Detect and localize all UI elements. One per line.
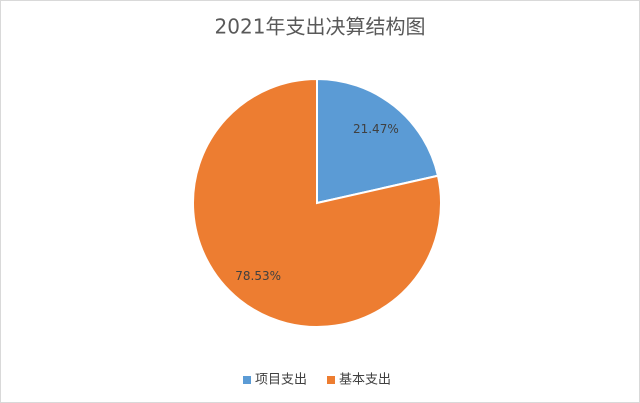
legend-swatch — [327, 376, 335, 384]
legend-label: 项目支出 — [255, 373, 307, 388]
value-label: 21.47% — [353, 122, 399, 136]
pie-slice — [192, 77, 442, 328]
legend-swatch — [243, 376, 251, 384]
chart-title: 2021年支出决算结构图 — [215, 15, 426, 39]
value-label: 78.53% — [235, 269, 281, 283]
legend-label: 基本支出 — [339, 373, 391, 388]
pie-slice — [316, 77, 440, 205]
